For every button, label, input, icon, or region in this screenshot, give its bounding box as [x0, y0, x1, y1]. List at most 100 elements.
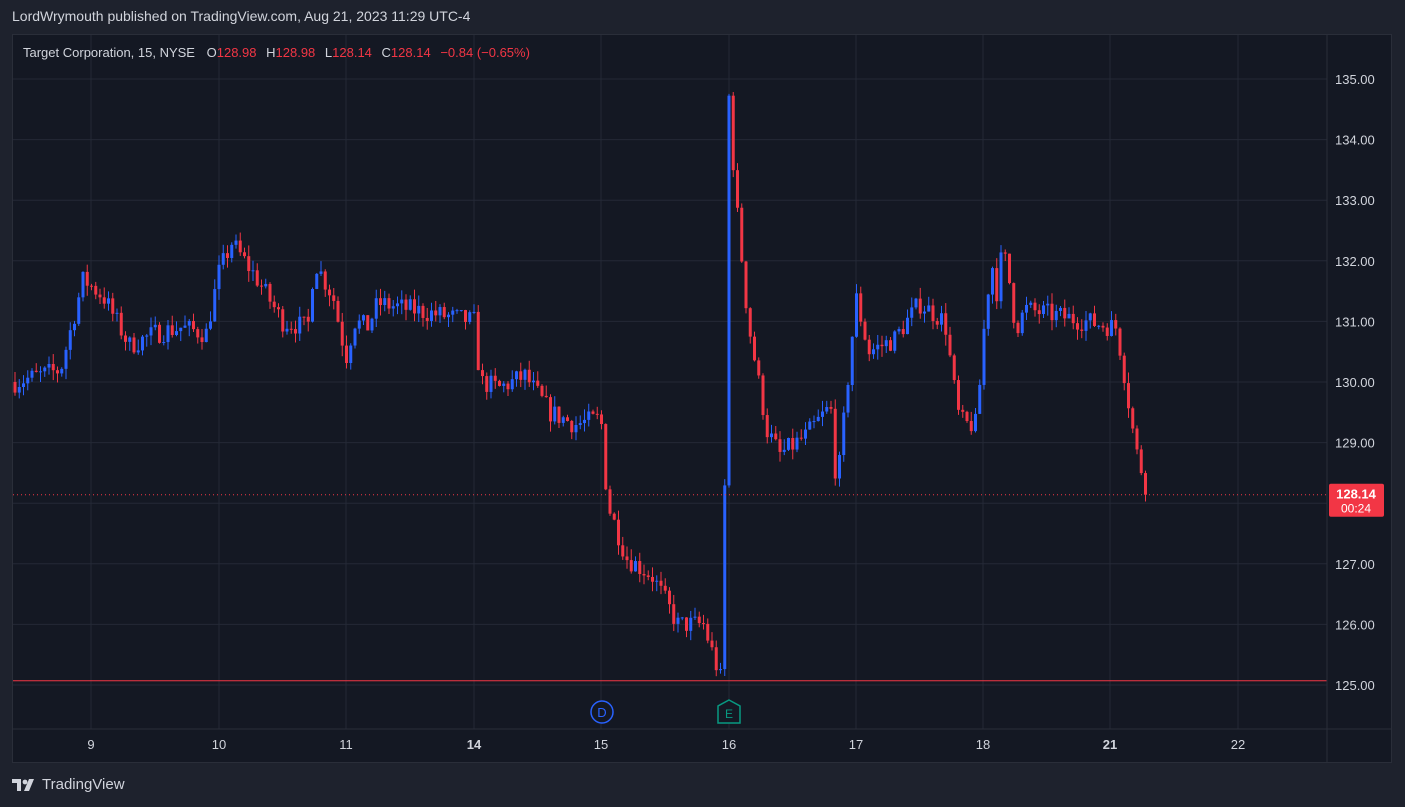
candle-body [1144, 473, 1147, 495]
candle-body [391, 306, 395, 309]
candle-body [251, 270, 255, 272]
candle-body [345, 345, 348, 364]
dividend-marker-icon: D [590, 700, 614, 724]
candle-body [209, 321, 212, 329]
candle-body [757, 360, 761, 376]
candle-body [39, 371, 42, 373]
candle-body [1050, 303, 1054, 321]
publisher-caption: LordWrymouth published on TradingView.co… [12, 8, 471, 24]
candle-body [243, 252, 246, 257]
price-tag-value: 128.14 [1336, 487, 1377, 502]
candle-body [944, 313, 948, 335]
candle-body [540, 385, 544, 396]
candle-body [98, 294, 102, 298]
candle-body [557, 406, 561, 423]
candle-body [238, 240, 242, 253]
candle-body [217, 264, 221, 290]
candle-body [498, 380, 501, 386]
open-label: O [206, 45, 217, 60]
candle-body [1029, 302, 1033, 305]
candle-body [697, 616, 701, 624]
candle-body [935, 321, 939, 325]
candle-body [311, 288, 314, 322]
candle-body [527, 369, 531, 383]
candle-body [799, 437, 803, 439]
candle-body [1084, 320, 1088, 331]
candle-body [753, 336, 756, 361]
candle-body [374, 298, 378, 319]
candle-body [914, 298, 918, 308]
candle-body [1042, 305, 1045, 315]
candle-body [740, 207, 744, 262]
price-tick-label: 132.00 [1335, 254, 1375, 269]
candle-body [77, 297, 81, 324]
candle-body [408, 299, 412, 310]
footer-brand[interactable]: TradingView [12, 776, 125, 793]
candle-body [255, 270, 259, 286]
candle-body [544, 395, 548, 398]
candle-body [986, 294, 990, 329]
candle-body [1008, 253, 1011, 284]
candle-body [323, 271, 327, 290]
candle-body [319, 271, 323, 274]
candle-body [1110, 320, 1113, 336]
candle-body [383, 298, 387, 306]
candle-body [638, 561, 642, 575]
candle-body [566, 417, 569, 421]
candle-body [774, 433, 778, 440]
candle-body [587, 411, 591, 420]
earnings-marker-shape [717, 699, 741, 724]
candle-body [795, 437, 799, 450]
time-tick-label: 17 [849, 737, 863, 752]
candle-body [676, 617, 680, 624]
candle-body [141, 336, 144, 351]
candle-body [629, 560, 633, 572]
price-tick-label: 125.00 [1335, 678, 1375, 693]
candle-body [1105, 327, 1109, 336]
candle-body [230, 244, 234, 258]
candle-body [336, 300, 340, 322]
candle-body [731, 95, 735, 171]
dividend-marker-label: D [597, 705, 606, 720]
price-tick-label: 134.00 [1335, 133, 1375, 148]
candle-body [413, 299, 416, 314]
candle-body [30, 370, 34, 378]
time-tick-label: 14 [467, 737, 482, 752]
low-value: 128.14 [332, 45, 372, 60]
candle-body [1037, 310, 1041, 315]
candle-body [451, 310, 455, 315]
price-tick-label: 129.00 [1335, 436, 1375, 451]
candle-body [583, 419, 586, 424]
candle-body [438, 307, 442, 316]
candle-body [995, 268, 999, 302]
candle-body [625, 556, 629, 561]
candle-body [863, 321, 867, 340]
candle-body [81, 271, 85, 298]
candle-body [136, 350, 140, 353]
chart-panel[interactable]: 125.00 126.00 127.00 129.00 130.00 131.00 132.… [12, 34, 1392, 763]
candle-body [816, 416, 820, 422]
candle-body [642, 574, 646, 576]
candle-body [102, 297, 106, 304]
candle-body [672, 604, 676, 624]
symbol-name: Target Corporation, 15, NYSE [23, 45, 195, 60]
high-value: 128.98 [275, 45, 316, 60]
candle-body [536, 380, 540, 386]
candle-body [13, 382, 17, 393]
candle-body [965, 411, 969, 422]
candle-body [999, 252, 1003, 302]
candle-body [591, 411, 595, 414]
price-chart[interactable]: 125.00 126.00 127.00 129.00 130.00 131.00 132.… [13, 35, 1391, 762]
candle-body [842, 412, 846, 456]
candle-body [64, 349, 68, 369]
candle-body [1118, 328, 1122, 356]
time-tick-label: 11 [339, 737, 353, 752]
candle-body [476, 311, 480, 371]
candle-body [612, 513, 616, 520]
candle-body [289, 328, 293, 330]
candle-body [961, 409, 965, 412]
candle-body [192, 321, 195, 330]
candle-body [1127, 383, 1130, 409]
candle-body [510, 379, 514, 390]
candle-body [846, 384, 850, 413]
